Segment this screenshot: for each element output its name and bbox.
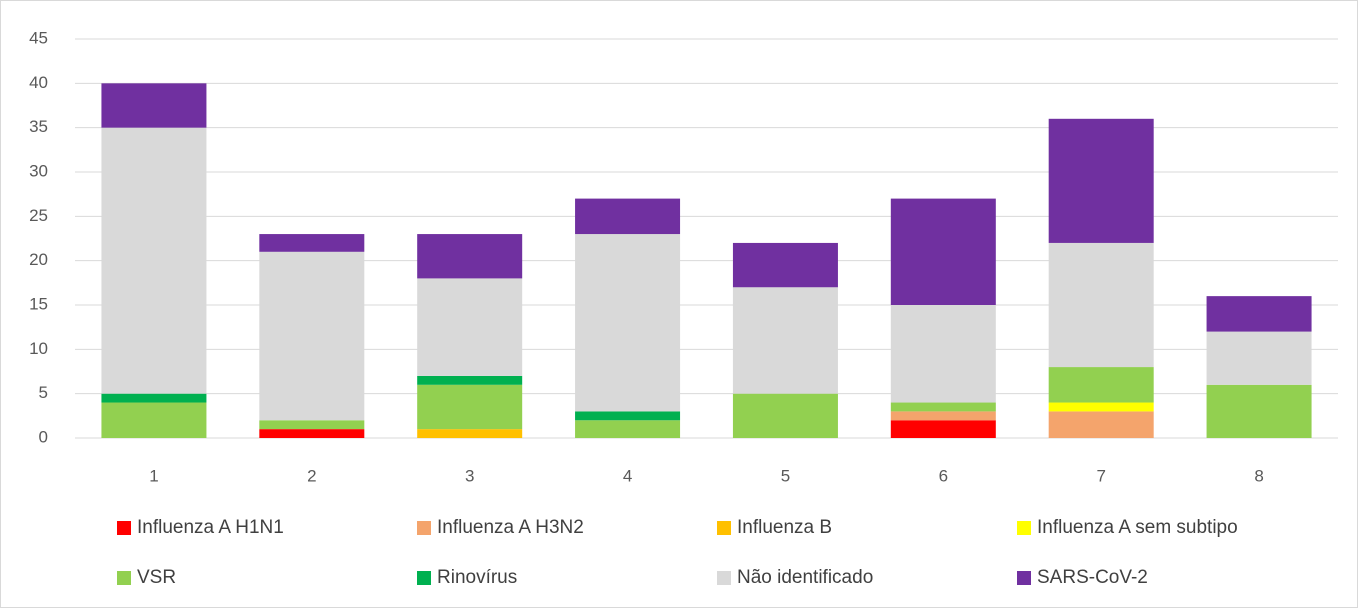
bar-segment <box>417 278 523 376</box>
bar-segment <box>890 198 996 305</box>
x-tick-label: 7 <box>1096 466 1105 485</box>
legend-swatch <box>717 521 731 535</box>
bar-segment <box>101 83 207 128</box>
x-tick-label: 2 <box>307 466 316 485</box>
bar-segment <box>1048 411 1154 438</box>
legend: Influenza A H1N1 Influenza A H3N2 Influenz… <box>117 517 1238 588</box>
x-tick-label: 8 <box>1254 466 1263 485</box>
legend-swatch <box>117 571 131 585</box>
y-tick-label: 0 <box>39 427 48 446</box>
bar-segment <box>732 393 838 438</box>
legend-swatch <box>417 521 431 535</box>
bar-segment <box>890 420 996 438</box>
bar-segment <box>890 305 996 403</box>
y-tick-label: 30 <box>29 161 48 180</box>
bar-segment <box>1206 296 1312 332</box>
bar-segment <box>259 420 365 430</box>
bar-segment <box>575 420 681 438</box>
legend-swatch <box>417 571 431 585</box>
bar-segment <box>1048 118 1154 243</box>
legend-swatch <box>117 521 131 535</box>
y-tick-label: 40 <box>29 73 48 92</box>
bar-segment <box>101 402 207 438</box>
bar-segment <box>1206 331 1312 385</box>
bar-segment <box>1048 242 1154 368</box>
y-tick-label: 15 <box>29 294 48 313</box>
bar-segment <box>575 411 681 421</box>
bar-segment <box>259 429 365 438</box>
bar-segment <box>101 393 207 403</box>
legend-label: Não identificado <box>737 567 873 588</box>
bar-segment <box>575 198 681 235</box>
y-tick-label: 5 <box>39 383 48 402</box>
x-tick-label: 3 <box>465 466 474 485</box>
x-tick-label: 5 <box>781 466 790 485</box>
bar-segment <box>259 234 365 252</box>
bar-segment <box>732 242 838 288</box>
bar-segment <box>259 251 365 421</box>
y-tick-label: 20 <box>29 250 48 269</box>
y-tick-label: 35 <box>29 117 48 136</box>
legend-swatch <box>1017 571 1031 585</box>
bar-segment <box>575 234 681 412</box>
legend-label: VSR <box>137 567 176 588</box>
y-tick-label: 10 <box>29 339 48 358</box>
bar-segment <box>890 411 996 421</box>
y-tick-label: 25 <box>29 206 48 225</box>
legend-label: Influenza A H3N2 <box>437 517 584 538</box>
x-tick-label: 1 <box>149 466 158 485</box>
bar-segment <box>417 375 523 385</box>
legend-label: Rinovírus <box>437 567 517 588</box>
x-tick-label: 6 <box>939 466 948 485</box>
bar-segment <box>417 234 523 279</box>
legend-swatch <box>717 571 731 585</box>
legend-label: Influenza A sem subtipo <box>1037 517 1238 538</box>
x-tick-label: 4 <box>623 466 632 485</box>
legend-label: Influenza B <box>737 517 832 538</box>
bar-segment <box>1048 402 1154 412</box>
bar-segment <box>417 384 523 430</box>
bar-segment <box>732 287 838 394</box>
bar-segment <box>1048 367 1154 403</box>
legend-label: SARS-CoV-2 <box>1037 567 1148 588</box>
bar-segment <box>1206 384 1312 438</box>
y-tick-label: 45 <box>29 28 48 47</box>
legend-swatch <box>1017 521 1031 535</box>
bar-segment <box>101 127 207 394</box>
bar-segment <box>417 429 523 438</box>
legend-label: Influenza A H1N1 <box>137 517 284 538</box>
bar-segment <box>890 402 996 412</box>
